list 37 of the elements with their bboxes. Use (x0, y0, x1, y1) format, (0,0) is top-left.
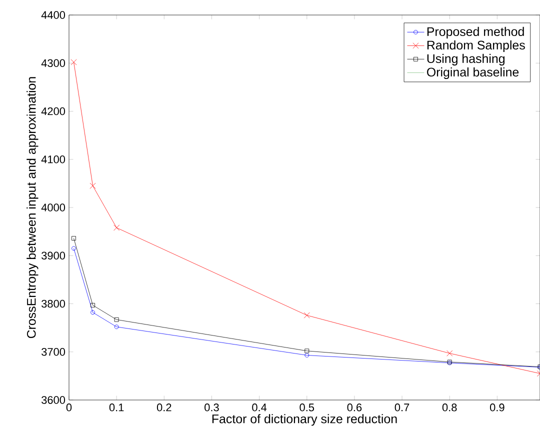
y-tick-label: 4000 (41, 204, 66, 212)
x-tick-label: 0.5 (300, 404, 314, 412)
point (90, 182, 96, 189)
legend-label: Proposed method (427, 26, 524, 38)
x-tick-label: 0.3 (204, 404, 219, 412)
y-tick-label: 4100 (41, 156, 66, 164)
x-tick-label: 0.9 (490, 404, 504, 412)
legend-label: Random Samples (427, 40, 525, 52)
y-tick-label: 4400 (41, 11, 66, 19)
point (70, 59, 77, 66)
y-tick-label: 3600 (42, 396, 66, 404)
point (90, 310, 95, 315)
x-tick-label: 0.1 (109, 404, 124, 412)
point (114, 224, 120, 231)
point (90, 303, 95, 308)
point (446, 350, 453, 356)
x-axis-title: Factor of dictionary size reduction (212, 414, 397, 426)
y-tick-label: 3800 (42, 300, 66, 308)
y-tick-label: 4200 (41, 107, 66, 116)
x-tick-label: 0.7 (394, 404, 410, 412)
y-tick-label: 3900 (42, 252, 66, 260)
point (304, 348, 310, 354)
point (114, 317, 119, 322)
x-tick-label: 0.8 (442, 404, 457, 412)
point (304, 312, 310, 318)
point (114, 324, 119, 330)
x-tick-label: 0.4 (252, 404, 267, 412)
x-tick-label: 0 (66, 404, 72, 412)
point (304, 353, 310, 358)
x-tick-label: 0.2 (156, 404, 172, 412)
point (72, 236, 76, 240)
y-axis-title: CrossEntropy between input and approximation (26, 77, 38, 338)
legend-label: Original baseline (427, 67, 519, 80)
y-tick-label: 3700 (42, 348, 66, 356)
legend-label: Using hashing (427, 54, 505, 66)
x-tick-label: 0.6 (347, 404, 362, 412)
y-tick-label: 4300 (41, 59, 66, 68)
